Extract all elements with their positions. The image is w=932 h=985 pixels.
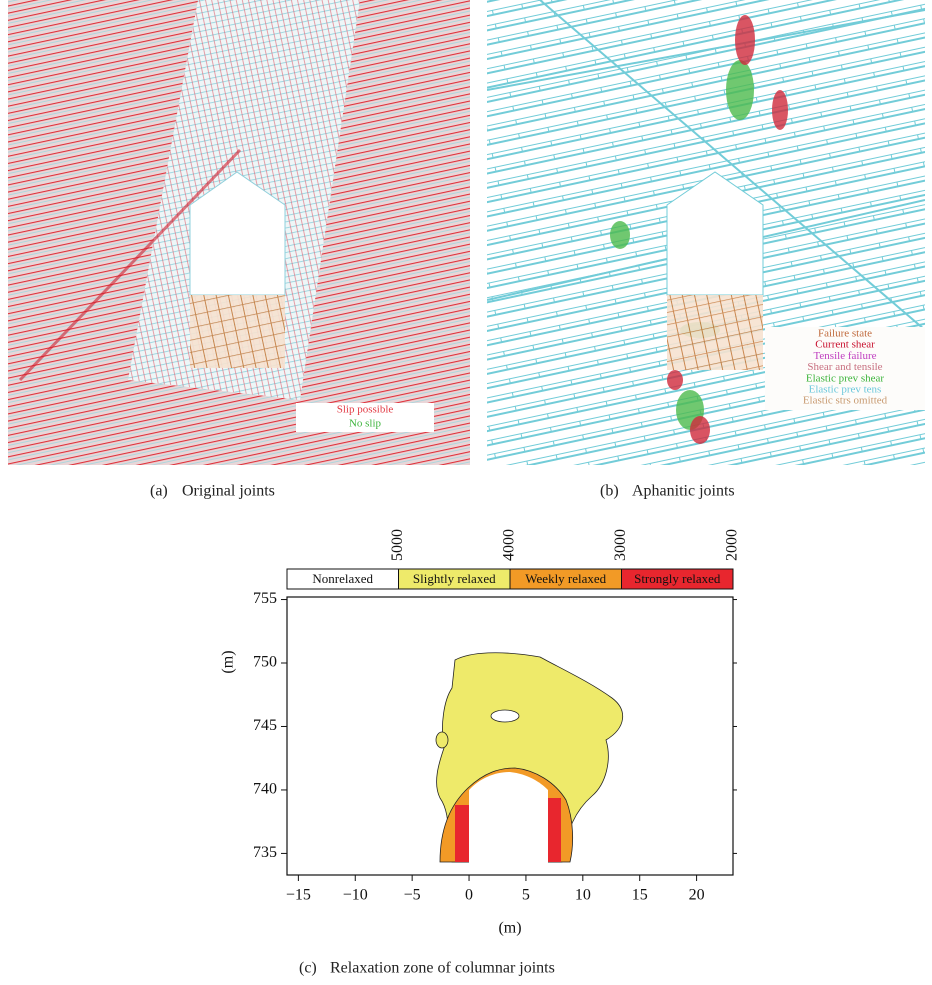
x-tick-label: 0 — [465, 887, 473, 904]
legend-label: Elastic strs omitted — [803, 395, 888, 407]
colorbar-label: Nonrelaxed — [312, 571, 373, 586]
x-tick-label: −10 — [343, 887, 368, 904]
y-axis-label: (m) — [220, 650, 237, 673]
colorbar-tick-label: 5000 — [389, 529, 406, 561]
x-tick-label: 5 — [522, 887, 530, 904]
y-tick-label: 745 — [253, 717, 277, 734]
contour-regions — [436, 653, 623, 875]
legend-label: Elastic prev shear — [806, 372, 885, 384]
y-tick-label: 750 — [253, 654, 277, 671]
page: {"panels": [ {"label": "(a)", "caption":… — [0, 0, 932, 985]
legend-label: No slip — [349, 418, 382, 430]
y-tick-label: 755 — [253, 590, 277, 607]
panel-label: (b) — [600, 483, 619, 500]
panel-caption: Aphanitic joints — [632, 483, 735, 500]
panel-label: (a) — [150, 483, 168, 500]
colorbar-label: Slightly relaxed — [413, 571, 496, 586]
y-tick-label: 740 — [253, 781, 277, 798]
legend-label: Tensile failure — [813, 350, 876, 362]
y-tick-label: 735 — [253, 844, 277, 861]
colorbar-label: Weekly relaxed — [525, 571, 606, 586]
colorbar-tick-label: 4000 — [501, 529, 518, 561]
x-tick-label: 10 — [575, 887, 591, 904]
x-tick-label: 15 — [632, 887, 648, 904]
legend-label: Elastic prev tens — [809, 384, 882, 396]
panel-caption: Relaxation zone of columnar joints — [330, 960, 555, 977]
colorbar-tick-label: 2000 — [724, 529, 741, 561]
panel-label: (c) — [299, 960, 317, 977]
x-tick-label: −5 — [404, 887, 421, 904]
panel-caption: Original joints — [182, 483, 275, 500]
legend-label: Current shear — [815, 339, 875, 351]
legend-label: Slip possible — [337, 404, 394, 416]
legend-label: Failure state — [818, 328, 872, 340]
figure: Slip possible No slip Failure stateCurren… — [0, 0, 932, 985]
legend-label: Shear and tensile — [807, 361, 882, 373]
x-axis-label: (m) — [498, 920, 521, 937]
colorbar-tick-label: 3000 — [612, 529, 629, 561]
panel-a-image — [8, 0, 470, 465]
x-tick-label: −15 — [286, 887, 311, 904]
colorbar-label: Strongly relaxed — [634, 571, 721, 586]
x-tick-label: 20 — [689, 887, 705, 904]
